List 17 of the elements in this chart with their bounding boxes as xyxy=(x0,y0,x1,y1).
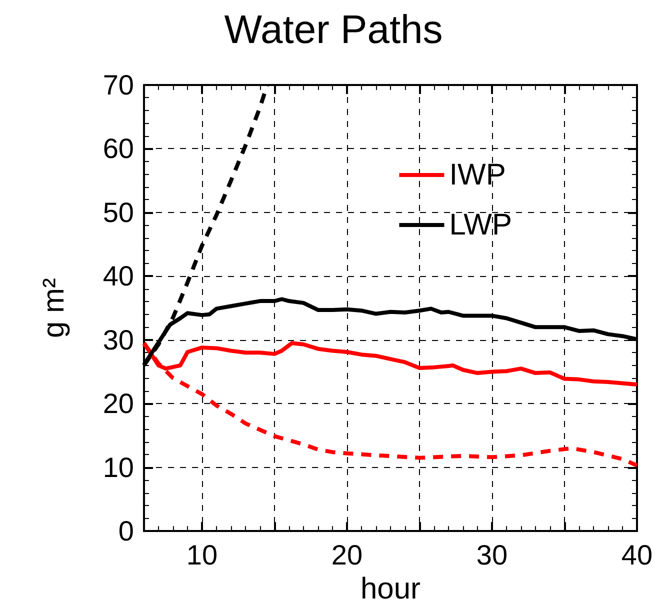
chart-title: Water Paths xyxy=(224,8,443,52)
y-tick-label: 20 xyxy=(102,388,134,420)
y-tick-label: 60 xyxy=(102,133,134,164)
legend-label: IWP xyxy=(449,158,506,192)
y-tick-label: 50 xyxy=(102,196,134,228)
legend-label: LWP xyxy=(449,208,512,242)
y-tick-label: 70 xyxy=(102,70,134,100)
x-tick-label: 30 xyxy=(476,540,508,571)
x-tick-label: 40 xyxy=(621,540,653,571)
y-tick-label: 40 xyxy=(102,260,134,292)
y-axis-title: g m² xyxy=(38,278,70,338)
x-axis-title: hour xyxy=(360,572,421,606)
x-tick-label: 10 xyxy=(186,540,218,571)
y-tick-label: 0 xyxy=(118,516,134,547)
x-tick-label: 20 xyxy=(331,540,363,571)
y-tick-label: 30 xyxy=(102,324,134,356)
y-tick-label: 10 xyxy=(102,452,134,483)
